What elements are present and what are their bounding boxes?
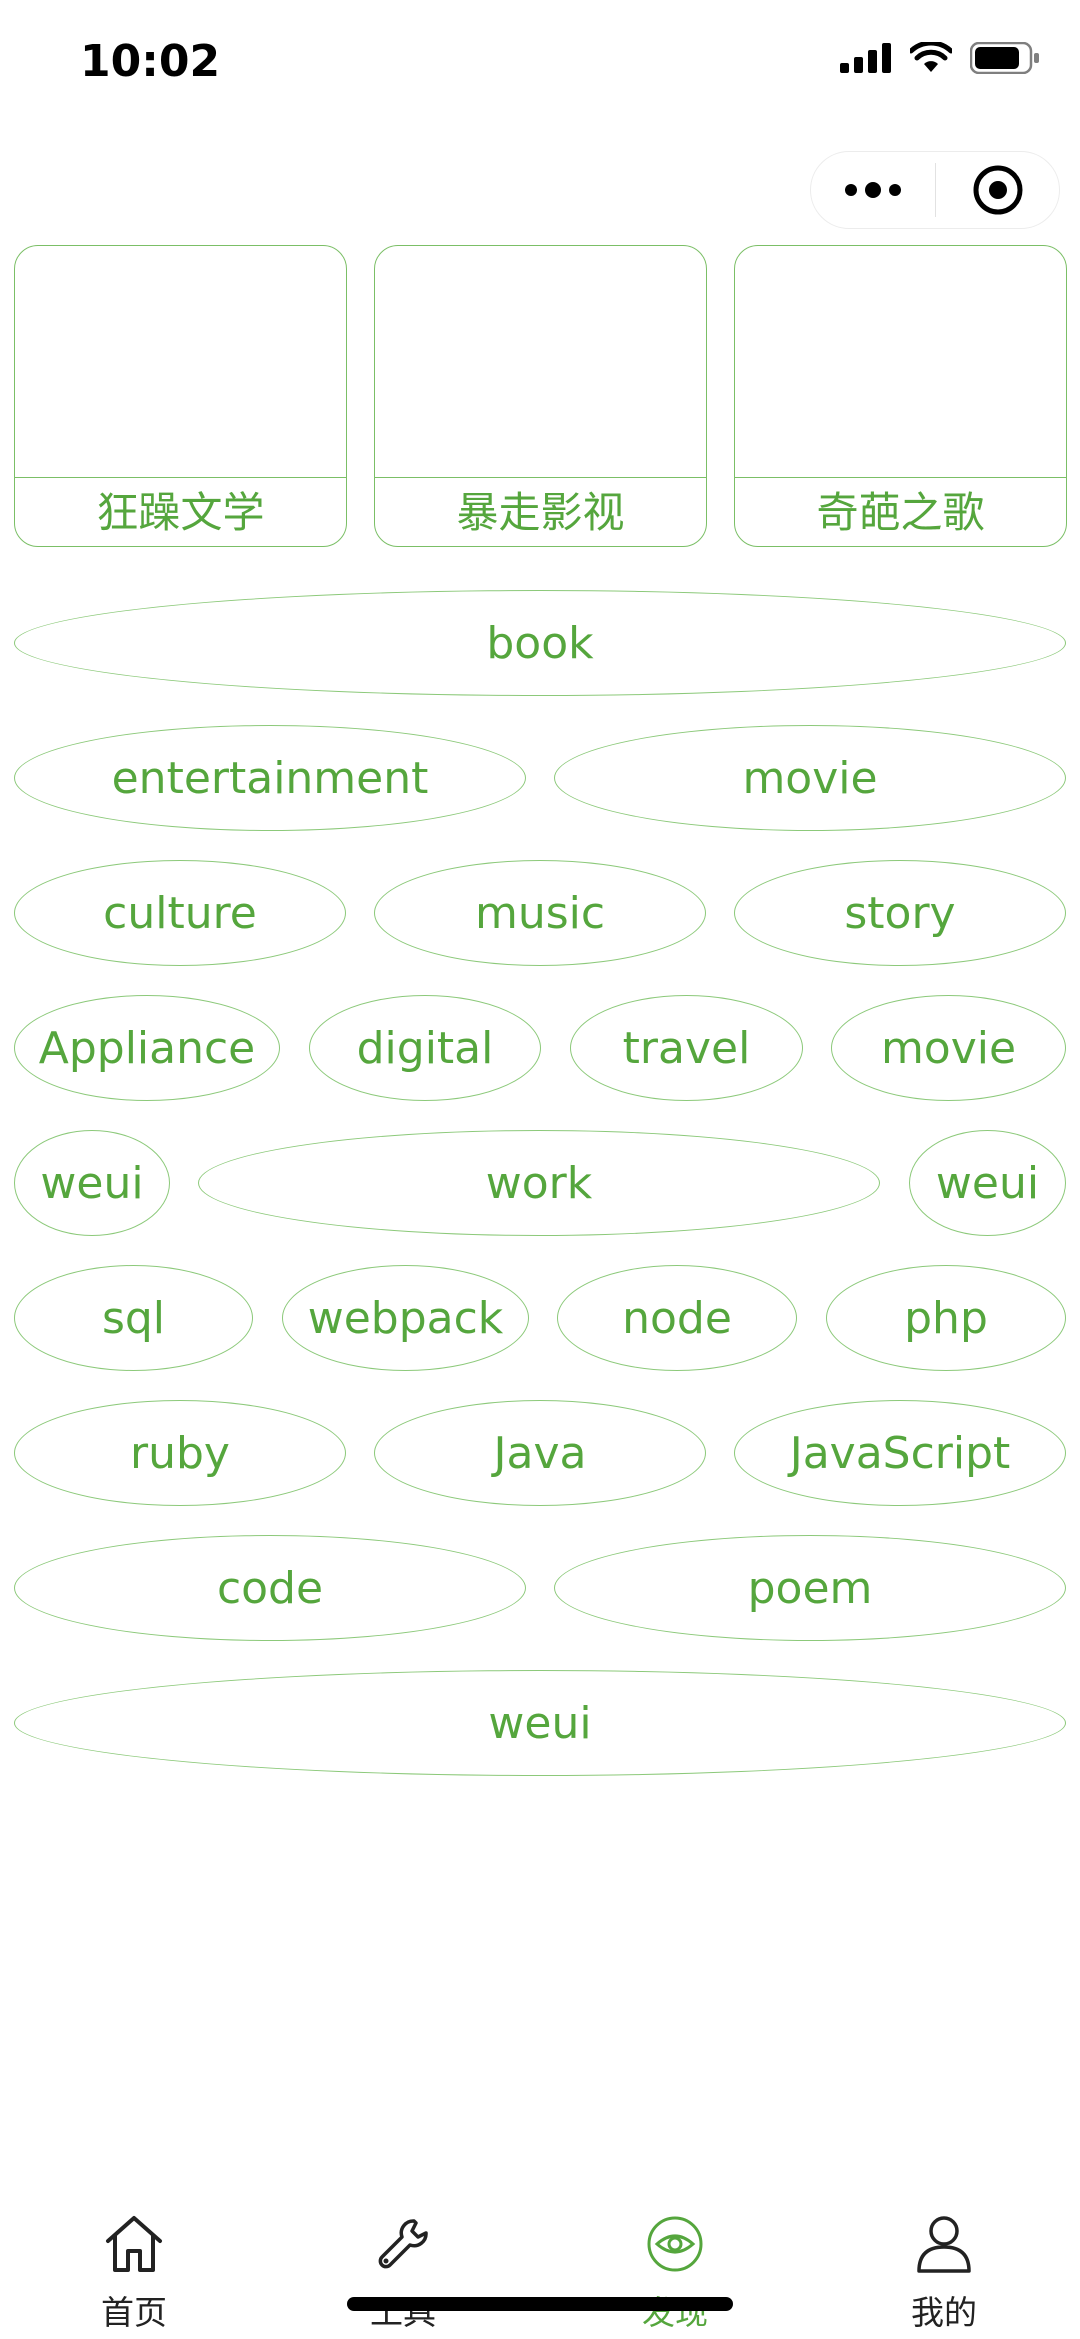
card-label: 暴走影视 [456, 488, 625, 537]
tab-tools[interactable]: 工具 [333, 2208, 473, 2334]
tag-pill[interactable]: culture [14, 860, 346, 966]
category-card[interactable]: 暴走影视 [374, 245, 707, 547]
category-card[interactable]: 奇葩之歌 [734, 245, 1067, 547]
tag-pill[interactable]: weui [14, 1130, 170, 1236]
tag-pill[interactable]: webpack [282, 1265, 529, 1371]
card-image [15, 246, 346, 478]
card-label: 奇葩之歌 [816, 488, 985, 537]
wifi-icon [910, 42, 952, 72]
tag-pill[interactable]: php [826, 1265, 1066, 1371]
more-dots-icon[interactable] [811, 182, 935, 198]
tag-pill[interactable]: code [14, 1535, 526, 1641]
tag-pill[interactable]: entertainment [14, 725, 526, 831]
user-icon [917, 2216, 971, 2273]
tag-pill[interactable]: sql [14, 1265, 253, 1371]
tag-pill[interactable]: book [14, 590, 1066, 696]
wrench-icon [378, 2219, 428, 2269]
card-image [375, 246, 706, 478]
capsule-divider [935, 163, 936, 217]
tag-pill[interactable]: Java [374, 1400, 706, 1506]
tab-label: 我的 [911, 2293, 977, 2332]
tag-pill[interactable]: JavaScript [734, 1400, 1066, 1506]
status-time: 10:02 [80, 36, 221, 87]
battery-icon [970, 42, 1039, 74]
tab-home[interactable]: 首页 [64, 2208, 204, 2334]
tab-label: 首页 [101, 2293, 167, 2332]
signal-icon [840, 43, 891, 73]
tag-pill[interactable]: weui [909, 1130, 1066, 1236]
card-label: 狂躁文学 [96, 488, 265, 537]
tag-pill[interactable]: movie [831, 995, 1066, 1101]
status-icons [840, 42, 1040, 74]
tag-pill[interactable]: poem [554, 1535, 1066, 1641]
tag-pill[interactable]: node [557, 1265, 797, 1371]
tag-pill[interactable]: music [374, 860, 706, 966]
tag-pill[interactable]: movie [554, 725, 1066, 831]
tag-pill[interactable]: story [734, 860, 1066, 966]
home-indicator [347, 2297, 733, 2311]
tag-pill[interactable]: weui [14, 1670, 1066, 1776]
tab-discover[interactable]: 发现 [605, 2208, 745, 2334]
card-image [735, 246, 1066, 478]
tag-pill[interactable]: digital [309, 995, 541, 1101]
category-card[interactable]: 狂躁文学 [14, 245, 347, 547]
tag-pill[interactable]: work [198, 1130, 880, 1236]
tag-pill[interactable]: ruby [14, 1400, 346, 1506]
tag-pill[interactable]: Appliance [14, 995, 280, 1101]
target-circle-icon[interactable] [936, 164, 1059, 216]
tag-pill[interactable]: travel [570, 995, 803, 1101]
tab-profile[interactable]: 我的 [874, 2208, 1014, 2334]
menu-capsule [810, 151, 1060, 229]
home-icon [106, 2216, 162, 2272]
tab-bar: 首页 工具 发现 我的 [0, 2190, 1080, 2339]
eye-icon [647, 2216, 703, 2272]
